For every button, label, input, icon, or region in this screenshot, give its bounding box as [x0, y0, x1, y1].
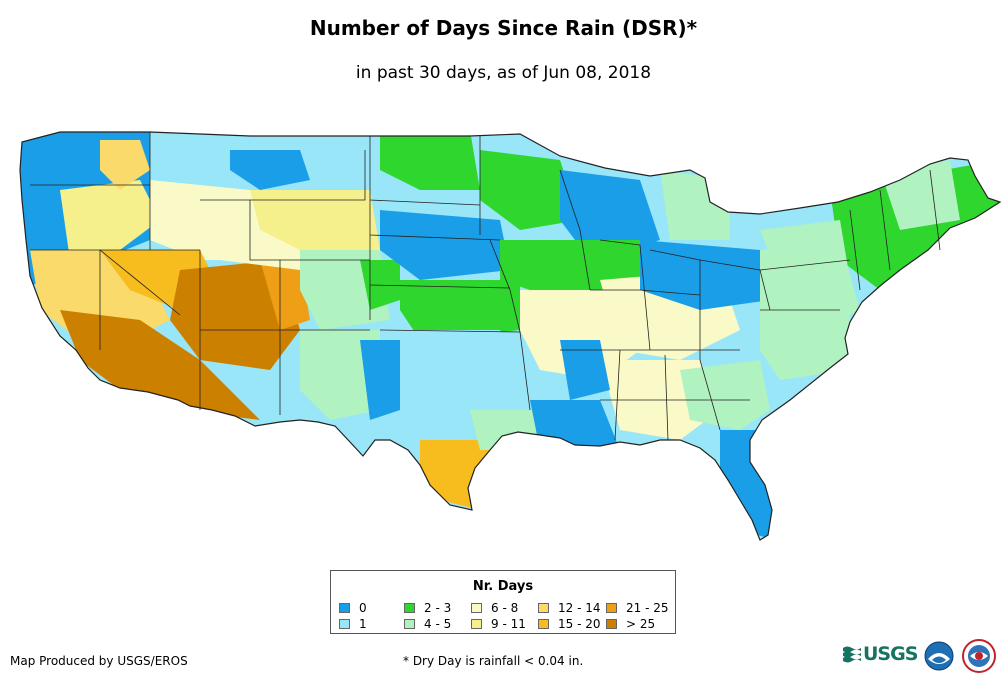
- nws-logo-icon: [962, 639, 996, 673]
- legend-item-7: 15 - 20: [538, 617, 601, 631]
- legend-swatch: [538, 603, 549, 613]
- legend-label: 1: [359, 617, 367, 631]
- legend-swatch: [538, 619, 549, 629]
- legend-swatch: [606, 603, 617, 613]
- legend-label: 15 - 20: [558, 617, 601, 631]
- legend-swatch: [471, 603, 482, 613]
- legend-item-8: 21 - 25: [606, 601, 669, 615]
- legend-label: 12 - 14: [558, 601, 601, 615]
- dsr-regions: [20, 132, 1000, 540]
- legend-label: > 25: [626, 617, 656, 631]
- legend-label: 4 - 5: [424, 617, 452, 631]
- legend-swatch: [606, 619, 617, 629]
- legend-swatch: [471, 619, 482, 629]
- map-subtitle: in past 30 days, as of Jun 08, 2018: [355, 63, 652, 83]
- legend-item-2: 2 - 3: [404, 601, 451, 615]
- legend-swatch: [339, 603, 350, 613]
- noaa-logo-icon: [924, 641, 954, 671]
- legend: Nr. Days 0 1 2 - 3 4 - 5 6 - 8 9 - 11 12…: [330, 570, 676, 634]
- legend-label: 0: [359, 601, 367, 615]
- legend-item-0: 0: [339, 601, 367, 615]
- producer-credit: Map Produced by USGS/EROS: [10, 654, 188, 668]
- legend-title: Nr. Days: [472, 579, 534, 594]
- dry-day-note: * Dry Day is rainfall < 0.04 in.: [403, 654, 584, 668]
- legend-label: 6 - 8: [491, 601, 519, 615]
- legend-swatch: [339, 619, 350, 629]
- legend-item-9: > 25: [606, 617, 655, 631]
- legend-label: 9 - 11: [491, 617, 526, 631]
- map-title: Number of Days Since Rain (DSR)*: [309, 16, 698, 40]
- usgs-wave-icon: [843, 646, 861, 663]
- us-map: [0, 110, 1007, 550]
- state-borders: [19, 131, 1002, 541]
- us-map-svg: [19, 131, 1002, 541]
- legend-item-1: 1: [339, 617, 367, 631]
- legend-item-3: 4 - 5: [404, 617, 451, 631]
- legend-item-5: 9 - 11: [471, 617, 526, 631]
- legend-item-4: 6 - 8: [471, 601, 518, 615]
- legend-swatch: [404, 619, 415, 629]
- legend-swatch: [404, 603, 415, 613]
- usgs-wordmark: USGS: [863, 643, 918, 665]
- usgs-logo: USGS: [843, 643, 918, 665]
- legend-label: 2 - 3: [424, 601, 452, 615]
- legend-item-6: 12 - 14: [538, 601, 601, 615]
- legend-label: 21 - 25: [626, 601, 669, 615]
